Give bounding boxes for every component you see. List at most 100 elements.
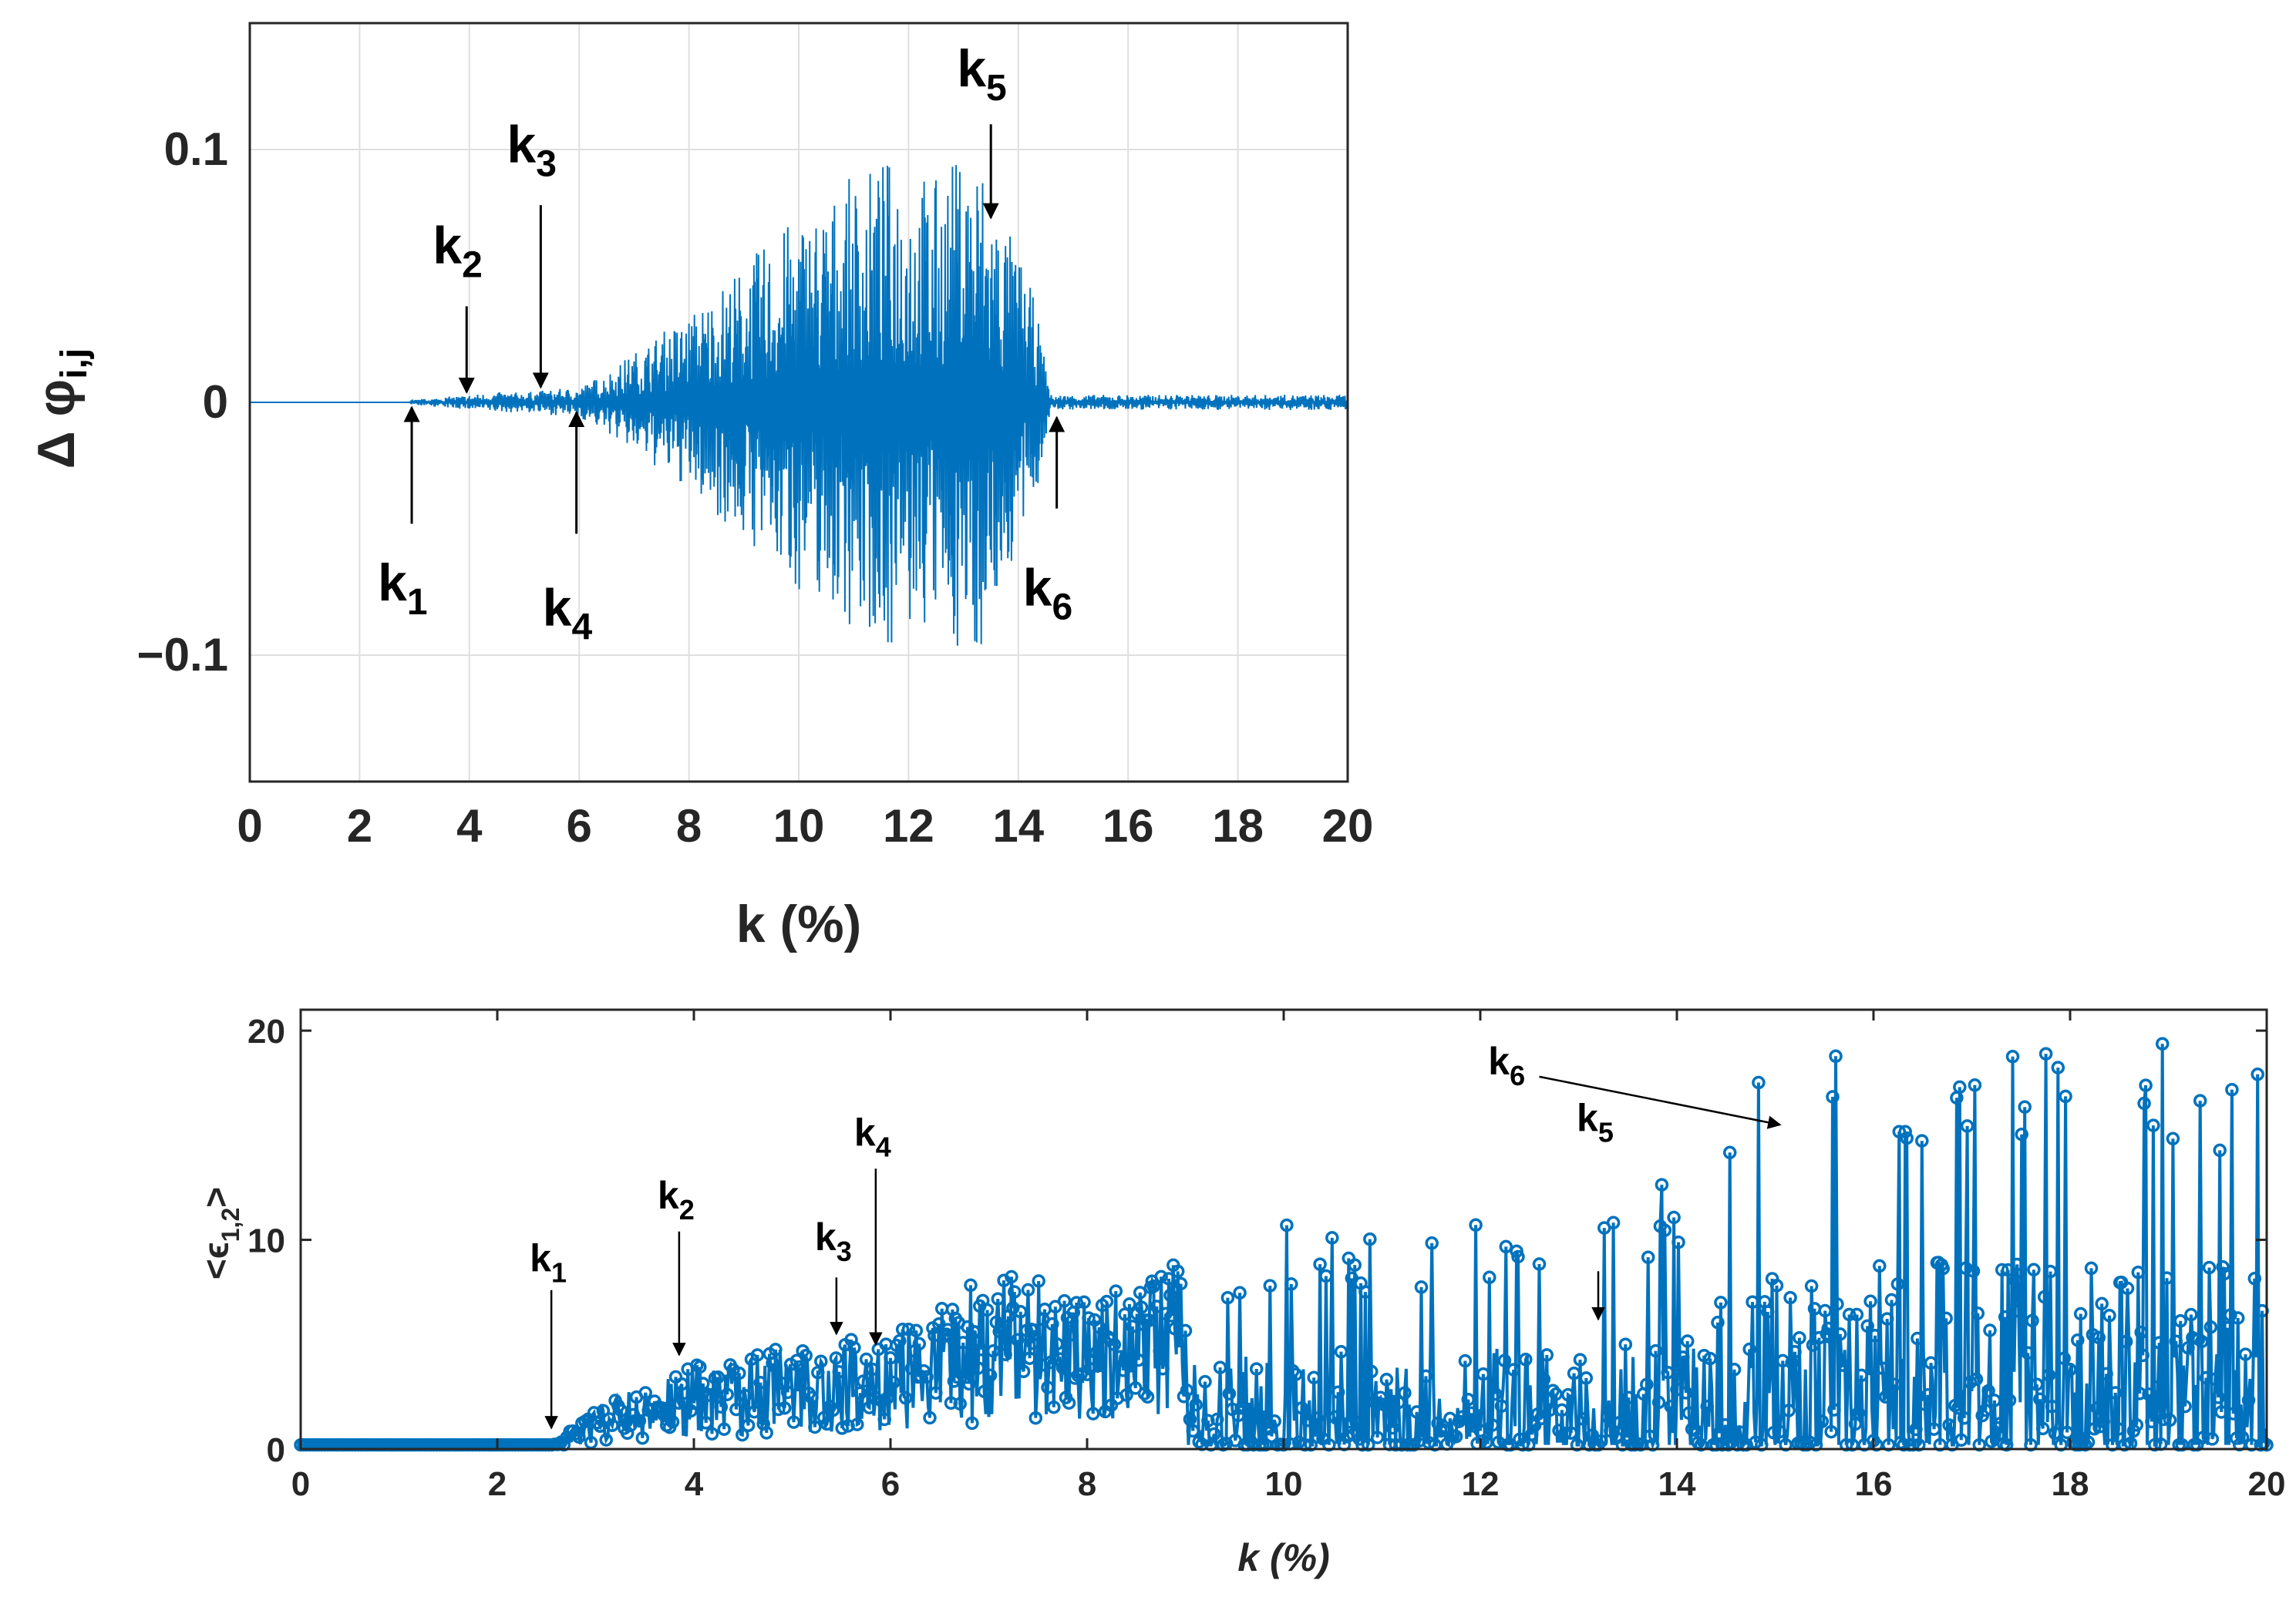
bottom-series-marker bbox=[738, 1389, 752, 1403]
bottom-series-marker bbox=[2043, 1264, 2058, 1279]
bottom-series-marker bbox=[1519, 1353, 1533, 1367]
bottom-series-marker bbox=[1912, 1437, 1926, 1452]
bottom-series-marker bbox=[1511, 1249, 1525, 1264]
top-annotation-label-1: k1 bbox=[378, 553, 428, 623]
bottom-series-marker bbox=[1968, 1078, 1982, 1092]
top-y-tick-label-0: −0.1 bbox=[137, 629, 228, 681]
bottom-series-marker bbox=[808, 1420, 822, 1434]
bottom-series-marker bbox=[2081, 1435, 2096, 1449]
bottom-y-tick-label-2: 20 bbox=[247, 1013, 285, 1051]
top-x-tick-label-3: 6 bbox=[567, 800, 592, 852]
bottom-series-marker bbox=[1994, 1416, 2008, 1431]
bottom-series-marker bbox=[1957, 1411, 1971, 1425]
bottom-series-marker bbox=[2012, 1304, 2026, 1318]
bottom-series-marker bbox=[2136, 1348, 2150, 1363]
bottom-series-marker bbox=[1133, 1286, 1147, 1300]
bottom-series-marker bbox=[1688, 1423, 1702, 1437]
top-x-tick-label-9: 18 bbox=[1212, 800, 1264, 852]
bottom-series-marker bbox=[1488, 1387, 1503, 1401]
bottom-series-marker bbox=[1414, 1280, 1429, 1294]
bottom-series-marker bbox=[720, 1387, 734, 1401]
bottom-series-marker bbox=[2018, 1100, 2032, 1114]
bottom-series-marker bbox=[880, 1390, 894, 1405]
bottom-series-marker bbox=[1113, 1350, 1127, 1363]
bottom-series-marker bbox=[2129, 1417, 2144, 1432]
top-chart: 0 2 4 6 8 10 12 14 16 18 20 −0.100.1 k1k2k3k4k5k6 … bbox=[27, 22, 1373, 953]
bottom-series-marker bbox=[799, 1348, 813, 1363]
bottom-series-marker bbox=[1392, 1395, 1406, 1410]
bottom-series-marker bbox=[1233, 1286, 1247, 1300]
bottom-series-marker bbox=[877, 1412, 891, 1427]
bottom-series-marker bbox=[1954, 1433, 1968, 1448]
top-annotation-label-4: k4 bbox=[543, 579, 593, 648]
top-x-ticks: 0 2 4 6 8 10 12 14 16 18 20 bbox=[237, 800, 1373, 852]
bottom-series-marker bbox=[2071, 1333, 2085, 1347]
bottom-series-marker bbox=[1783, 1290, 1797, 1305]
bottom-series-marker bbox=[1788, 1345, 1802, 1359]
bottom-series-marker bbox=[1476, 1367, 1490, 1381]
bottom-series-marker bbox=[941, 1323, 955, 1337]
bottom-series-marker bbox=[1594, 1434, 1608, 1448]
bottom-series-marker bbox=[1978, 1403, 1992, 1417]
bottom-series-marker bbox=[2213, 1143, 2227, 1158]
bottom-series-marker bbox=[1008, 1285, 1022, 1299]
top-series bbox=[250, 165, 1348, 646]
top-x-tick-label-2: 4 bbox=[456, 800, 483, 852]
top-y-label-sub: i,j bbox=[54, 348, 95, 379]
bottom-series-marker bbox=[1769, 1279, 1784, 1293]
bottom-series-marker bbox=[2173, 1314, 2187, 1328]
bottom-series-marker bbox=[2099, 1367, 2113, 1381]
bottom-series-marker bbox=[862, 1400, 877, 1414]
bottom-series-marker bbox=[599, 1433, 613, 1447]
bottom-series-marker bbox=[901, 1322, 916, 1337]
bottom-series-marker bbox=[1900, 1131, 1914, 1145]
bottom-series-marker bbox=[1461, 1392, 1476, 1407]
bottom-series-marker bbox=[602, 1412, 616, 1426]
bottom-series-marker bbox=[2214, 1405, 2228, 1419]
bottom-series-marker bbox=[932, 1316, 946, 1331]
bottom-series-marker bbox=[1083, 1362, 1097, 1376]
bottom-series-marker bbox=[1579, 1371, 1594, 1385]
bottom-series-marker bbox=[2156, 1412, 2171, 1427]
bottom-series-marker bbox=[2059, 1089, 2072, 1104]
bottom-series-marker bbox=[2092, 1330, 2106, 1345]
bottom-series-marker bbox=[1827, 1403, 1841, 1417]
bottom-series-marker bbox=[1760, 1305, 1775, 1319]
bottom-series-marker bbox=[1298, 1437, 1312, 1452]
bottom-series-marker bbox=[1851, 1406, 1866, 1421]
bottom-series-marker bbox=[1558, 1427, 1572, 1441]
bottom-series-marker bbox=[826, 1403, 840, 1417]
bottom-series-marker bbox=[1288, 1367, 1303, 1381]
bottom-series-marker bbox=[1821, 1321, 1835, 1336]
bottom-series-marker bbox=[1516, 1437, 1530, 1452]
bottom-series-marker bbox=[1842, 1307, 1857, 1322]
bottom-y-ticks: 0 10 20 bbox=[247, 1013, 2267, 1469]
bottom-series-marker bbox=[1499, 1239, 1513, 1254]
bottom-series-marker bbox=[2247, 1272, 2262, 1286]
bottom-x-tick-label-3: 6 bbox=[881, 1465, 900, 1503]
bottom-series-marker bbox=[2224, 1308, 2237, 1322]
bottom-series-marker bbox=[1998, 1310, 2012, 1324]
bottom-series-marker bbox=[769, 1343, 783, 1357]
bottom-x-tick-label-9: 18 bbox=[2052, 1465, 2089, 1503]
bottom-series-marker bbox=[1540, 1348, 1554, 1362]
bottom-series-marker bbox=[1304, 1437, 1318, 1452]
bottom-series-marker bbox=[1836, 1358, 1850, 1373]
bottom-series-marker bbox=[1532, 1257, 1547, 1271]
bottom-series-marker bbox=[1664, 1399, 1678, 1414]
bottom-series-marker bbox=[2227, 1407, 2240, 1421]
bottom-series-marker bbox=[887, 1375, 901, 1390]
bottom-series-marker bbox=[904, 1361, 919, 1376]
bottom-annotation-arrow-6 bbox=[1539, 1075, 1782, 1129]
bottom-series-marker bbox=[2217, 1266, 2231, 1281]
bottom-series-marker bbox=[2002, 1393, 2017, 1407]
bottom-series-marker bbox=[1833, 1327, 1847, 1341]
bottom-series-marker bbox=[2120, 1281, 2135, 1296]
bottom-series-marker bbox=[1679, 1386, 1693, 1400]
bottom-annotation-label-2: k2 bbox=[658, 1174, 695, 1226]
bottom-series-marker bbox=[2033, 1392, 2047, 1407]
bottom-series-marker bbox=[1873, 1259, 1887, 1273]
bottom-series-marker bbox=[944, 1396, 958, 1411]
top-series-line bbox=[250, 165, 1348, 646]
bottom-series-marker bbox=[1651, 1395, 1666, 1410]
